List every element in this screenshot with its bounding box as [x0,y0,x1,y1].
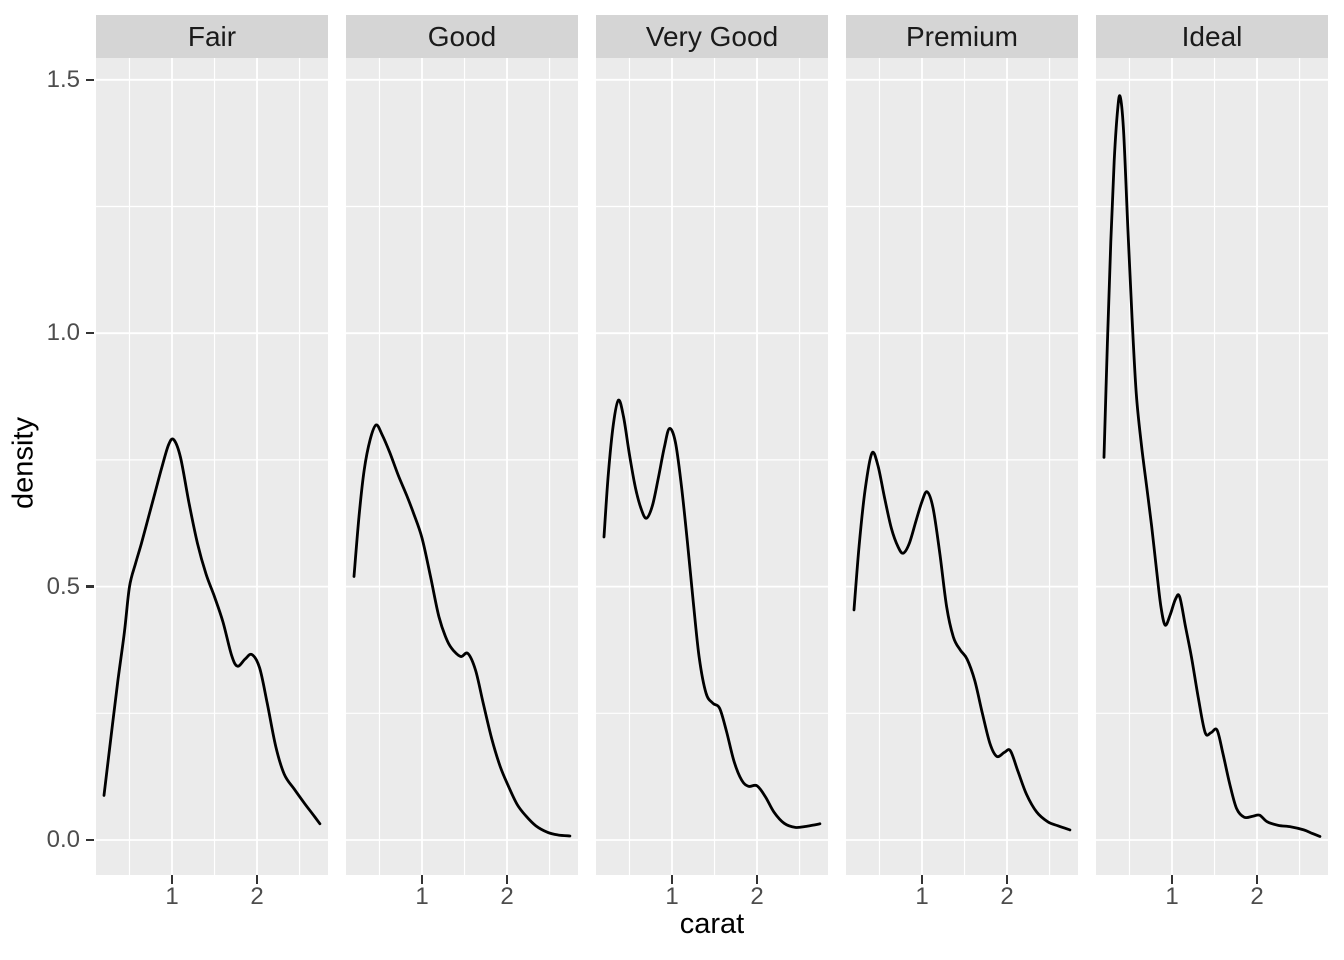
y-axis-title: density [7,417,40,509]
density-curve-ideal [1102,94,1322,838]
x-axis-tick-mark [755,875,759,884]
x-axis-tick-mark [1005,875,1009,884]
facet-strip-ideal: Ideal [1096,15,1328,58]
x-axis-tick-mark [920,875,924,884]
x-axis-tick-label: 2 [1250,883,1264,910]
x-axis-tick-mark [1170,875,1174,884]
x-axis-tick-mark [420,875,424,884]
x-axis-tick-mark [170,875,174,884]
x-axis-tick-mark [255,875,259,884]
x-axis-tick-mark [505,875,509,884]
x-axis-tick-label: 1 [665,883,679,910]
x-axis-title: carat [679,908,745,940]
panel-background [846,58,1078,875]
facet-strip-very-good: Very Good [596,15,828,58]
density-panel-fair [96,58,328,875]
density-panel-premium [846,58,1078,875]
density-panel-very-good [596,58,828,875]
y-axis-tick-mark [86,838,94,842]
x-axis-tick-mark [1255,875,1259,884]
density-curve-premium [852,450,1072,832]
density-panel-ideal [1096,58,1328,875]
y-axis-tick-mark [86,78,94,81]
x-axis-tick-label: 2 [1000,883,1014,910]
x-axis-tick-label: 1 [165,883,179,910]
density-curve-good [352,423,572,838]
panel-background [96,58,328,875]
panel-background [346,58,578,875]
x-axis-tick-label: 1 [415,883,429,910]
x-axis-tick-label: 1 [1165,883,1179,910]
y-axis-tick-label: 1.5 [46,65,80,93]
y-axis-tick-label: 0.5 [46,572,80,600]
facet-strip-fair: Fair [96,15,328,58]
x-axis-tick-mark [670,875,674,884]
panel-background [596,58,828,875]
facet-strip-good: Good [346,15,578,58]
x-axis-tick-label: 1 [915,883,929,910]
y-axis-tick-label: 1.0 [46,319,80,347]
x-axis-tick-label: 2 [750,883,764,910]
density-panel-good [346,58,578,875]
facet-strip-premium: Premium [846,15,1078,58]
y-axis-tick-mark [86,332,94,335]
x-axis-tick-label: 2 [250,883,264,910]
density-curve-very-good [602,398,822,829]
panel-background [1096,58,1328,875]
density-curve-fair [102,437,322,826]
y-axis-tick-mark [86,585,94,588]
y-axis-tick-label: 0.0 [46,826,80,854]
x-axis-tick-label: 2 [500,883,514,910]
